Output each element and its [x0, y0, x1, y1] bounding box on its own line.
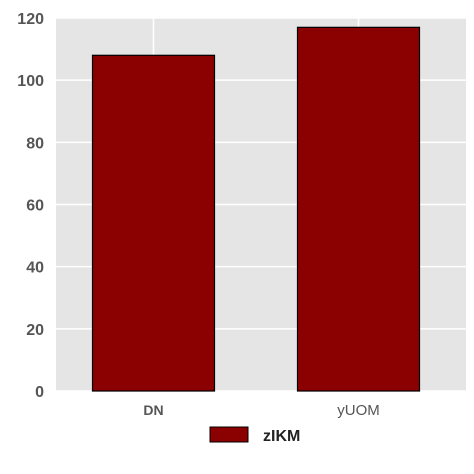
bar-DN: [91, 54, 216, 392]
bars: [91, 26, 421, 392]
y-tick-label: 40: [26, 260, 44, 277]
legend-swatch: [209, 426, 249, 443]
y-tick-label: 100: [17, 73, 44, 90]
y-tick-label: 60: [26, 198, 44, 215]
legend: zIKM: [209, 426, 300, 445]
y-tick-label: 80: [26, 135, 44, 152]
y-tick-label: 20: [26, 322, 44, 339]
x-tick-label: DN: [143, 402, 163, 418]
y-tick-label: 0: [35, 384, 44, 401]
x-axis-ticks: DN yUOM: [143, 402, 379, 419]
y-tick-label: 120: [17, 11, 44, 28]
bar-yUOM: [296, 26, 421, 392]
y-axis-ticks: 0 20 40 60 80 100 120: [17, 11, 44, 401]
legend-label: zIKM: [263, 428, 300, 445]
x-tick-label: yUOM: [337, 402, 380, 419]
